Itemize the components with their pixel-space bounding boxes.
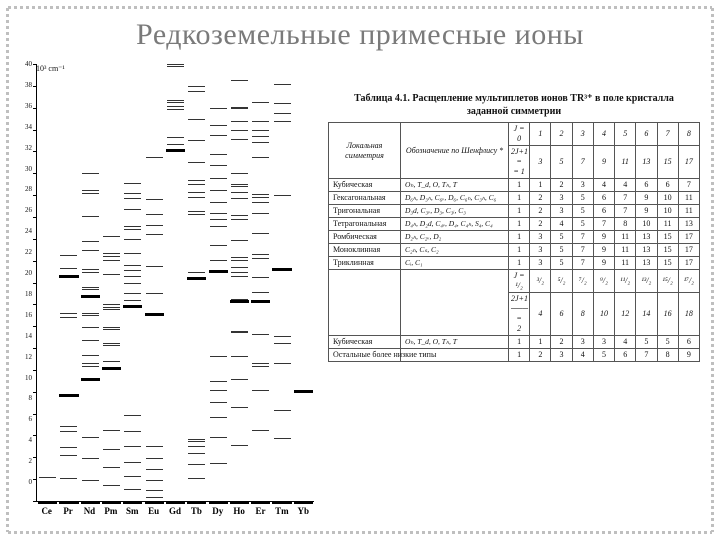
y-axis-ticks: 0246810121416182022242628303234363840 [16, 62, 44, 502]
content-area: 10³ cm⁻¹ CePrNdPmSmEuGdTbDyHoErTmYb 0246… [16, 62, 704, 524]
element-label: Nd [79, 506, 100, 516]
chart-column-ho [229, 64, 250, 501]
element-label: Sm [122, 506, 143, 516]
table-caption: Таблица 4.1. Расщепление мультиплетов ио… [328, 92, 700, 118]
element-label: Gd [164, 506, 185, 516]
element-label: Dy [207, 506, 228, 516]
element-label: Tm [271, 506, 292, 516]
element-label: Eu [143, 506, 164, 516]
chart-column-pr [58, 64, 79, 501]
chart-column-nd [80, 64, 101, 501]
chart-column-dy [207, 64, 228, 501]
element-label: Pm [100, 506, 121, 516]
chart-column-tm [271, 64, 292, 501]
multiplet-table: Локальная симметрияОбозначение по Шенфли… [328, 122, 700, 362]
border-left [6, 8, 9, 532]
element-label: Er [250, 506, 271, 516]
element-label: Tb [186, 506, 207, 516]
splitting-table: Таблица 4.1. Расщепление мультиплетов ио… [324, 62, 704, 524]
slide-title: Редкоземельные примесные ионы [0, 18, 720, 52]
border-bottom [8, 531, 712, 534]
chart-column-eu [144, 64, 165, 501]
border-top [8, 6, 712, 9]
border-right [711, 8, 714, 532]
element-label: Ce [36, 506, 57, 516]
plot-area [36, 64, 314, 502]
caption-line1: Таблица 4.1. Расщепление мультиплетов ио… [354, 93, 674, 104]
element-label: Pr [57, 506, 78, 516]
chart-column-er [250, 64, 271, 501]
element-label: Yb [293, 506, 314, 516]
caption-line2: заданной симметрии [467, 106, 561, 117]
chart-column-yb [293, 64, 314, 501]
element-label: Ho [228, 506, 249, 516]
chart-column-pm [101, 64, 122, 501]
energy-level-chart: 10³ cm⁻¹ CePrNdPmSmEuGdTbDyHoErTmYb 0246… [16, 62, 316, 524]
chart-column-sm [122, 64, 143, 501]
chart-column-gd [165, 64, 186, 501]
chart-column-tb [186, 64, 207, 501]
slide: Редкоземельные примесные ионы 10³ cm⁻¹ C… [0, 0, 720, 540]
x-axis-labels: CePrNdPmSmEuGdTbDyHoErTmYb [36, 506, 314, 522]
